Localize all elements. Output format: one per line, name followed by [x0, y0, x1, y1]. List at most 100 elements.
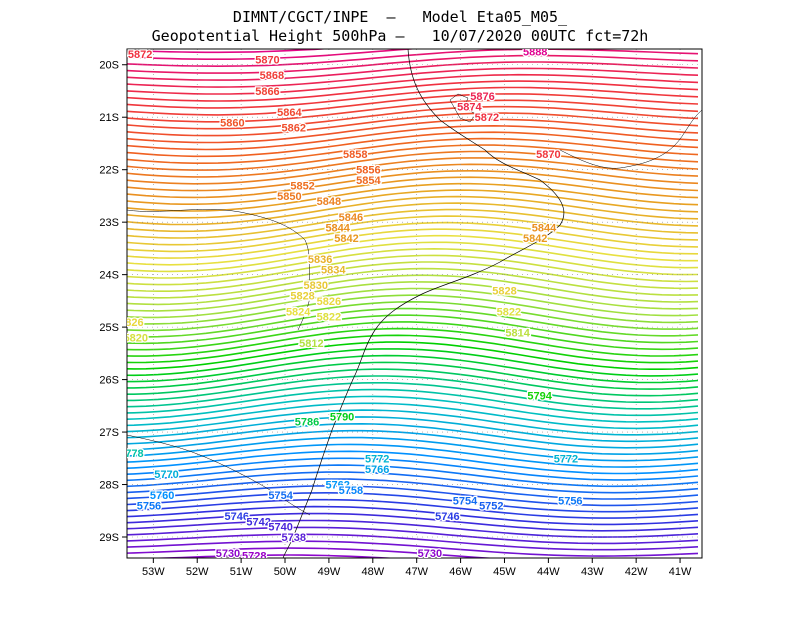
- contour-line: [127, 533, 699, 551]
- contour-label: 5842: [523, 233, 547, 245]
- x-tick-label: 47W: [405, 566, 428, 578]
- contour-line: [142, 554, 399, 558]
- contour-line: [127, 80, 699, 102]
- contour-line: [127, 375, 699, 403]
- contour-label: 5746: [435, 511, 459, 523]
- contour-line: [127, 512, 699, 532]
- contour-label: 5836: [308, 254, 332, 266]
- contour-line: [127, 182, 699, 212]
- contour-label: 5754: [268, 490, 293, 502]
- map-title-line1: DIMNT/CGCT/INPE – Model Eta05_M05_: [232, 8, 568, 26]
- contour-label: 5858: [343, 149, 367, 161]
- contour-label: 5828: [492, 285, 516, 297]
- contour-label: 5766: [365, 464, 389, 476]
- contour-line: [127, 49, 419, 60]
- contour-label: 5738: [282, 532, 306, 544]
- y-tick-label: 27S: [99, 427, 119, 439]
- contour-label: 5728: [242, 550, 266, 562]
- contour-line: [127, 498, 699, 519]
- contour-label: 5854: [356, 175, 381, 187]
- contour-line: [127, 307, 699, 338]
- contour-line: [127, 348, 699, 377]
- contour-line: [127, 314, 699, 345]
- contour-label: 5822: [317, 312, 341, 324]
- contour-label: 5862: [282, 123, 306, 135]
- contour-line: [127, 547, 498, 558]
- contour-line: [127, 157, 699, 185]
- contour-line: [127, 150, 699, 178]
- contour-line: [127, 505, 699, 526]
- contour-line: [127, 281, 699, 312]
- contour-label: 5868: [260, 70, 284, 82]
- contour-label: 5844: [325, 222, 350, 234]
- y-tick-label: 25S: [99, 322, 119, 334]
- contour-label: 5754: [453, 495, 478, 507]
- contour-line: [127, 321, 699, 351]
- contour-line: [127, 241, 699, 273]
- contour-line: [127, 195, 699, 226]
- contour-label: 5740: [268, 522, 292, 534]
- x-tick-label: 44W: [537, 566, 560, 578]
- contour-line: [127, 395, 699, 423]
- contour-label: 5876: [470, 91, 494, 103]
- contour-line: [127, 54, 699, 74]
- contour-label: 5888: [523, 47, 547, 59]
- x-tick-label: 46W: [449, 566, 472, 578]
- contour-label: 5814: [505, 327, 530, 339]
- contour-line: [127, 388, 699, 417]
- contour-line: [127, 267, 699, 299]
- contour-label: 5786: [295, 417, 319, 429]
- contour-line: [127, 341, 699, 370]
- contour-line: [127, 93, 699, 116]
- contour-line: [127, 450, 699, 475]
- contour-label: 5866: [255, 86, 279, 98]
- contour-line: [127, 61, 699, 81]
- contour-line: [127, 443, 699, 468]
- contour-label: 5772: [554, 453, 578, 465]
- contour-label: 5874: [457, 102, 482, 114]
- contour-line: [127, 457, 699, 481]
- contour-line: [127, 300, 699, 332]
- x-tick-label: 53W: [142, 566, 165, 578]
- x-tick-label: 50W: [274, 566, 297, 578]
- contour-label: 5870: [536, 149, 560, 161]
- contour-label: 5848: [317, 196, 341, 208]
- x-axis-ticks: 53W 52W 51W 50W 49W 48W 47W 46W 45W 44W 43W 42W 41W: [142, 558, 692, 578]
- grid-lines: [127, 49, 702, 558]
- map-frame: [126, 48, 703, 559]
- contour-label: 5756: [558, 495, 582, 507]
- contour-line: [127, 112, 699, 137]
- contour-label: 5834: [321, 264, 346, 276]
- contour-line: [122, 30, 698, 45]
- contour-line: [127, 491, 699, 513]
- contour-line: [127, 540, 699, 557]
- contour-line: [127, 131, 699, 158]
- contour-line: [127, 287, 699, 319]
- contour-label: 5826: [317, 296, 341, 308]
- contour-label: 5844: [532, 222, 557, 234]
- contour-label: 5752: [479, 501, 503, 513]
- y-axis-ticks: 20S 21S 22S 23S 24S 25S 26S 27S 28S 29S: [99, 60, 127, 544]
- map-title-line2: Geopotential Height 500hPa – 10/07/2020 …: [151, 27, 649, 45]
- contour-line: [127, 49, 699, 68]
- contour-line: [127, 526, 699, 545]
- contour-line: [127, 436, 699, 462]
- contour-line: [127, 254, 699, 286]
- contour-label: 5760: [150, 490, 174, 502]
- contour-label: 5830: [303, 280, 327, 292]
- contour-label: 5872: [128, 49, 152, 61]
- contour-line: [127, 334, 699, 364]
- y-tick-label: 21S: [99, 112, 119, 124]
- contour-label: 5824: [286, 306, 311, 318]
- y-tick-label: 29S: [99, 532, 119, 544]
- contour-label: 5758: [339, 485, 363, 497]
- x-tick-label: 45W: [493, 566, 516, 578]
- contour-label: 5864: [277, 107, 302, 119]
- contour-label: 5794: [527, 390, 552, 402]
- contour-line: [127, 402, 699, 430]
- contour-lines: [122, 30, 699, 558]
- contour-label: 5762: [325, 480, 349, 492]
- coastline: [127, 49, 702, 558]
- contour-line: [127, 49, 333, 54]
